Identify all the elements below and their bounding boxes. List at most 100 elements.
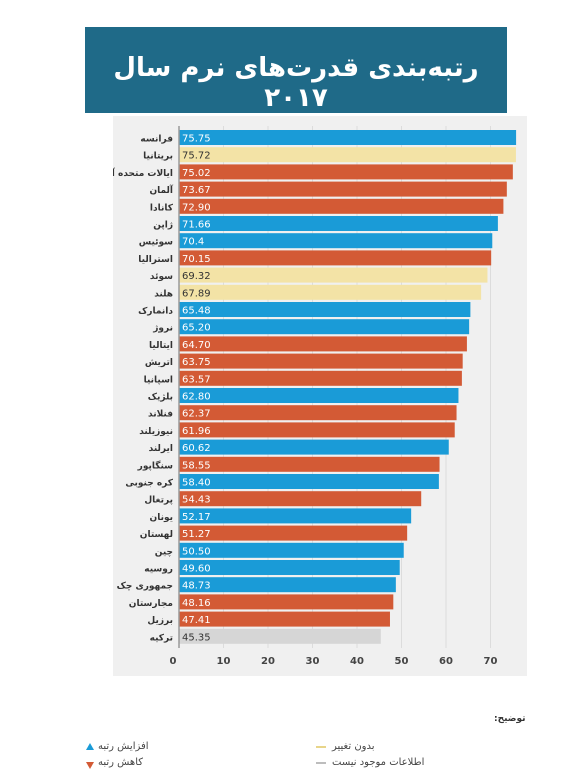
category-label: سوئد bbox=[150, 272, 173, 282]
legend-same: بدون تغییر bbox=[332, 741, 375, 752]
data-label: 65.48 bbox=[182, 306, 211, 317]
legend-up: افزایش رتبه bbox=[98, 741, 149, 752]
data-label: 54.43 bbox=[182, 495, 211, 506]
legend-na: اطلاعات موجود نیست bbox=[332, 757, 425, 768]
data-label: 58.55 bbox=[182, 460, 211, 471]
bar bbox=[179, 370, 462, 386]
category-label: ایرلند bbox=[149, 444, 173, 454]
data-label: 73.67 bbox=[182, 185, 211, 196]
category-label: ژاپن bbox=[153, 221, 173, 231]
chart-title: رتبه‌بندی قدرت‌های نرم سال ۲۰۱۷ bbox=[113, 53, 479, 113]
rank-up-icon bbox=[86, 743, 94, 750]
data-label: 47.41 bbox=[182, 615, 211, 626]
x-tick-label: 10 bbox=[217, 656, 231, 667]
title-banner: رتبه‌بندی قدرت‌های نرم سال ۲۰۱۷ bbox=[85, 27, 507, 113]
bar bbox=[179, 181, 507, 197]
data-label: 69.32 bbox=[182, 271, 211, 282]
no-change-swatch bbox=[316, 746, 326, 748]
category-label: آلمان bbox=[149, 184, 173, 196]
data-label: 67.89 bbox=[182, 288, 211, 299]
category-label: ایالات متحده آمریکا bbox=[113, 167, 173, 179]
bar bbox=[179, 439, 449, 455]
data-label: 60.62 bbox=[182, 443, 211, 454]
category-label: اتریش bbox=[145, 358, 173, 368]
category-label: روسیه bbox=[144, 565, 173, 575]
data-label: 48.73 bbox=[182, 581, 211, 592]
bar bbox=[179, 628, 381, 644]
bar bbox=[179, 130, 517, 145]
bar bbox=[179, 198, 504, 214]
bar bbox=[179, 456, 440, 472]
bar bbox=[179, 147, 516, 163]
data-label: 62.37 bbox=[182, 409, 211, 420]
bar bbox=[179, 284, 482, 300]
bar bbox=[179, 542, 404, 558]
category-label: هلند bbox=[154, 289, 173, 299]
x-tick-label: 30 bbox=[306, 656, 320, 667]
bar bbox=[179, 336, 467, 352]
data-label: 52.17 bbox=[182, 512, 211, 523]
data-label: 70.4 bbox=[182, 237, 204, 248]
category-label: جمهوری چک bbox=[117, 582, 173, 592]
category-label: یونان bbox=[150, 513, 173, 523]
category-label: استرالیا bbox=[138, 255, 173, 265]
category-label: بلژیک bbox=[148, 393, 173, 403]
category-label: اسپانیا bbox=[144, 375, 173, 385]
bar bbox=[179, 388, 459, 403]
bar bbox=[179, 508, 412, 524]
category-label: کره جنوبی bbox=[125, 479, 173, 489]
data-label: 71.66 bbox=[182, 220, 211, 231]
data-label: 70.15 bbox=[182, 254, 211, 265]
x-tick-label: 20 bbox=[261, 656, 275, 667]
category-label: ایتالیا bbox=[149, 341, 173, 351]
bar bbox=[179, 594, 394, 610]
category-label: فنلاند bbox=[148, 410, 173, 420]
data-label: 75.02 bbox=[182, 168, 211, 179]
bar bbox=[179, 302, 471, 317]
data-label: 49.60 bbox=[182, 564, 211, 575]
bar bbox=[179, 267, 488, 283]
data-label: 63.57 bbox=[182, 374, 211, 385]
bar bbox=[179, 525, 408, 541]
bar bbox=[179, 560, 400, 575]
data-label: 65.20 bbox=[182, 323, 211, 334]
bar bbox=[179, 319, 470, 335]
x-tick-label: 50 bbox=[395, 656, 409, 667]
legend-down: کاهش رتبه bbox=[98, 757, 143, 768]
x-tick-label: 70 bbox=[484, 656, 498, 667]
x-tick-label: 60 bbox=[439, 656, 453, 667]
category-label: سوئیس bbox=[139, 238, 173, 248]
data-label: 62.80 bbox=[182, 392, 211, 403]
category-label: چین bbox=[155, 547, 173, 557]
bar bbox=[179, 164, 513, 180]
bar bbox=[179, 250, 492, 266]
bar bbox=[179, 353, 463, 369]
category-label: بریتانیا bbox=[143, 152, 173, 162]
bar bbox=[179, 491, 422, 507]
category-label: سنگاپور bbox=[137, 459, 173, 471]
data-label: 63.75 bbox=[182, 357, 211, 368]
data-label: 50.50 bbox=[182, 546, 211, 557]
bar-chart: 75.75 فرانسه 75.72 بریتانیا 75.02 ایالات متحد… bbox=[113, 126, 517, 667]
category-label: دانمارک bbox=[138, 307, 173, 317]
legend-title: توضیح: bbox=[494, 714, 526, 724]
no-data-swatch bbox=[316, 762, 326, 764]
data-label: 64.70 bbox=[182, 340, 211, 351]
category-label: نیوزیلند bbox=[139, 427, 173, 437]
category-label: کانادا bbox=[150, 203, 174, 213]
data-label: 45.35 bbox=[182, 632, 211, 643]
bar bbox=[179, 422, 455, 438]
data-label: 48.16 bbox=[182, 598, 211, 609]
data-label: 51.27 bbox=[182, 529, 211, 540]
category-label: مجارستان bbox=[129, 599, 173, 609]
data-label: 72.90 bbox=[182, 202, 211, 213]
category-label: ترکیه bbox=[150, 633, 173, 643]
bar bbox=[179, 611, 390, 627]
bar bbox=[179, 216, 498, 231]
category-label: پرتغال bbox=[144, 496, 173, 506]
data-label: 75.72 bbox=[182, 151, 211, 162]
bar bbox=[179, 405, 457, 421]
x-tick-label: 0 bbox=[170, 656, 177, 667]
data-label: 75.75 bbox=[182, 134, 211, 145]
category-label: لهستان bbox=[140, 530, 173, 540]
